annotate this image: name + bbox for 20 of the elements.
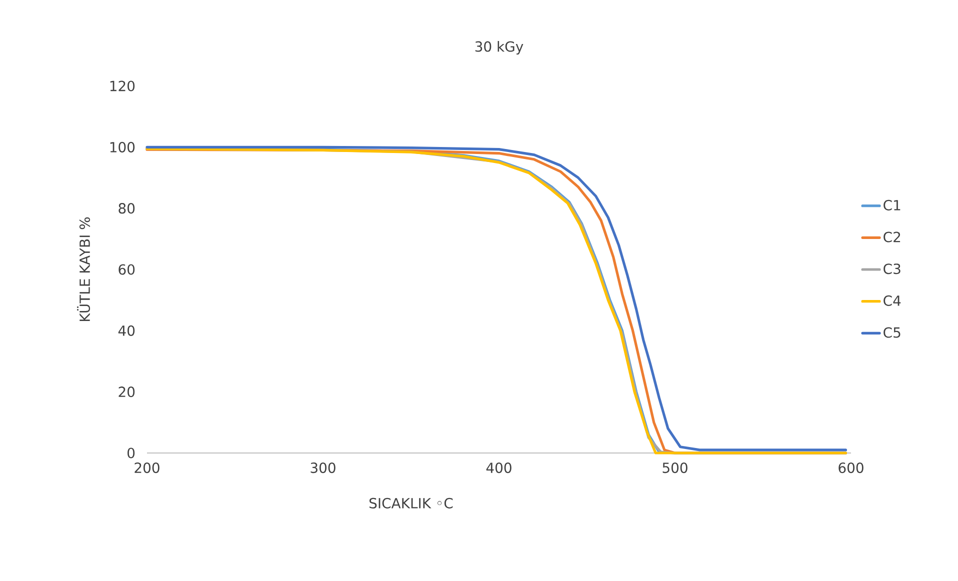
legend-label: C4 [884,295,901,306]
x-tick-label: 500 [662,462,688,474]
x-tick-label: 400 [486,462,512,474]
y-tick-label: 0 [128,448,135,458]
x-axis-title: SICAKLIK ◦C [370,498,453,508]
legend-label: C2 [884,232,900,242]
y-tick-label: 80 [118,203,135,214]
chart-title: 30 kGy [475,41,524,54]
x-tick-label: 600 [838,462,864,474]
legend-label: C3 [884,264,900,274]
y-axis-title: KÜTLE KAYBI % [77,217,90,322]
x-tick-label: 200 [134,462,160,474]
x-tick-label: 300 [310,462,336,474]
y-tick-label: 20 [118,386,135,398]
y-tick-label: 100 [110,142,135,152]
y-tick-label: 60 [118,264,135,275]
y-tick-label: 120 [110,80,135,92]
y-tick-label: 40 [118,325,135,336]
legend-label: C5 [884,327,900,338]
legend-label: C1 [884,200,900,210]
